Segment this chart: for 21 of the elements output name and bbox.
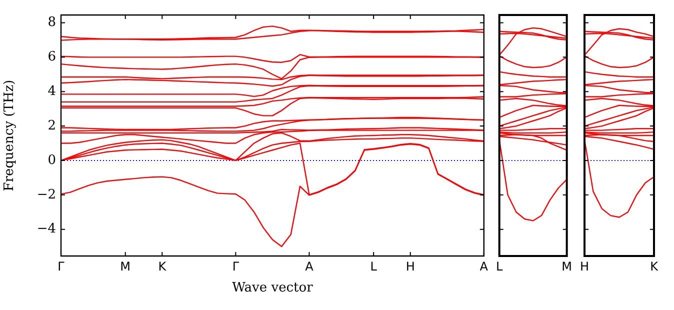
y-tick-label: 2 [48, 118, 56, 134]
y-tick-label: 0 [48, 152, 56, 168]
y-tick-label: −4 [36, 222, 56, 237]
x-tick-label: A [480, 259, 489, 274]
y-tick-label: 4 [48, 84, 56, 99]
y-tick-label: −2 [36, 187, 56, 202]
x-tick-label: L [370, 259, 378, 274]
x-axis-title: Wave vector [232, 280, 314, 296]
x-tick-label: H [580, 259, 590, 274]
x-tick-label: Γ [58, 259, 65, 274]
y-axis-title: Frequency (THz) [2, 80, 18, 192]
x-tick-label: A [305, 259, 314, 274]
x-tick-label: K [650, 259, 660, 274]
x-tick-label: L [496, 259, 503, 274]
x-tick-label: M [562, 259, 572, 274]
x-tick-label: H [406, 259, 415, 274]
x-tick-label: Γ [232, 259, 240, 274]
x-tick-label: M [120, 259, 131, 274]
y-tick-label: 6 [48, 50, 56, 65]
y-tick-label: 8 [48, 15, 56, 30]
x-tick-label: K [158, 259, 168, 274]
